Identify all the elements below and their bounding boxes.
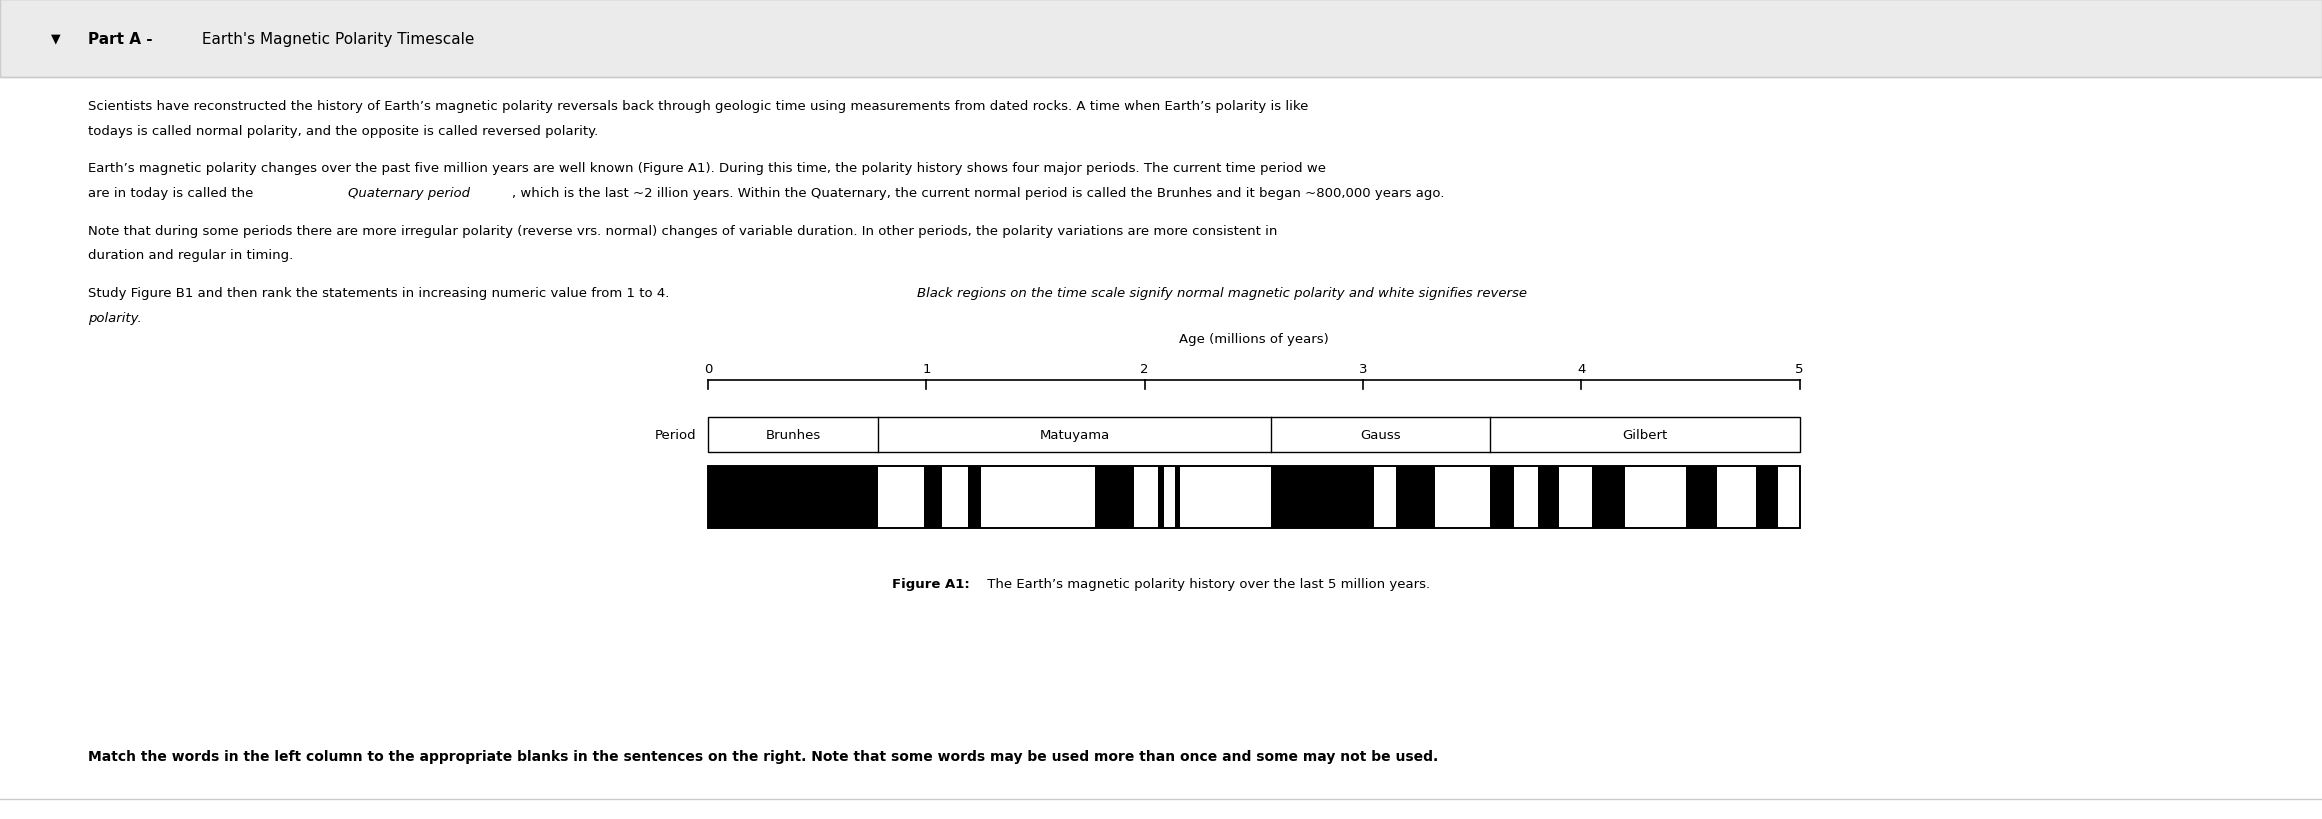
Bar: [924, 467, 943, 528]
Text: 5: 5: [1795, 362, 1804, 375]
Text: Period: Period: [655, 428, 697, 441]
Text: Gilbert: Gilbert: [1623, 428, 1667, 441]
Bar: [1686, 467, 1716, 528]
Text: Earth's Magnetic Polarity Timescale: Earth's Magnetic Polarity Timescale: [197, 32, 474, 47]
Text: Earth’s magnetic polarity changes over the past five million years are well know: Earth’s magnetic polarity changes over t…: [88, 162, 1326, 175]
Bar: [708, 467, 878, 528]
Text: 0: 0: [704, 362, 713, 375]
Text: Gauss: Gauss: [1361, 428, 1400, 441]
Bar: [1272, 467, 1375, 528]
Bar: [1094, 467, 1133, 528]
Text: Scientists have reconstructed the history of Earth’s magnetic polarity reversals: Scientists have reconstructed the histor…: [88, 100, 1310, 113]
Text: , which is the last ~2 illion years. Within the Quaternary, the current normal p: , which is the last ~2 illion years. Wit…: [513, 187, 1444, 200]
Text: 2: 2: [1140, 362, 1149, 375]
Text: polarity.: polarity.: [88, 311, 142, 324]
Bar: [708, 467, 1800, 528]
Bar: [968, 467, 980, 528]
Text: Age (millions of years): Age (millions of years): [1180, 333, 1328, 346]
Text: Black regions on the time scale signify normal magnetic polarity and white signi: Black regions on the time scale signify …: [917, 287, 1528, 300]
Text: 1: 1: [922, 362, 931, 375]
Text: ▼: ▼: [51, 33, 60, 46]
Text: Figure A1:: Figure A1:: [892, 577, 968, 590]
Text: Match the words in the left column to the appropriate blanks in the sentences on: Match the words in the left column to th…: [88, 749, 1440, 763]
Text: todays is called normal polarity, and the opposite is called reversed polarity.: todays is called normal polarity, and th…: [88, 124, 599, 138]
Bar: [708, 418, 1800, 452]
Bar: [1396, 467, 1435, 528]
Text: duration and regular in timing.: duration and regular in timing.: [88, 249, 293, 262]
Bar: [1491, 467, 1514, 528]
Text: Note that during some periods there are more irregular polarity (reverse vrs. no: Note that during some periods there are …: [88, 224, 1277, 238]
Bar: [0, 0, 2322, 78]
Text: Study Figure B1 and then rank the statements in increasing numeric value from 1 : Study Figure B1 and then rank the statem…: [88, 287, 673, 300]
Text: 3: 3: [1358, 362, 1368, 375]
Bar: [1175, 467, 1180, 528]
Text: Quaternary period: Quaternary period: [348, 187, 471, 200]
Text: Part A -: Part A -: [88, 32, 153, 47]
Text: are in today is called the: are in today is called the: [88, 187, 258, 200]
Bar: [1159, 467, 1163, 528]
Text: Brunhes: Brunhes: [766, 428, 822, 441]
Text: Matuyama: Matuyama: [1040, 428, 1110, 441]
Bar: [1537, 467, 1560, 528]
Bar: [708, 467, 1800, 528]
Text: The Earth’s magnetic polarity history over the last 5 million years.: The Earth’s magnetic polarity history ov…: [982, 577, 1430, 590]
Text: 4: 4: [1577, 362, 1586, 375]
Bar: [1755, 467, 1779, 528]
Bar: [1593, 467, 1625, 528]
